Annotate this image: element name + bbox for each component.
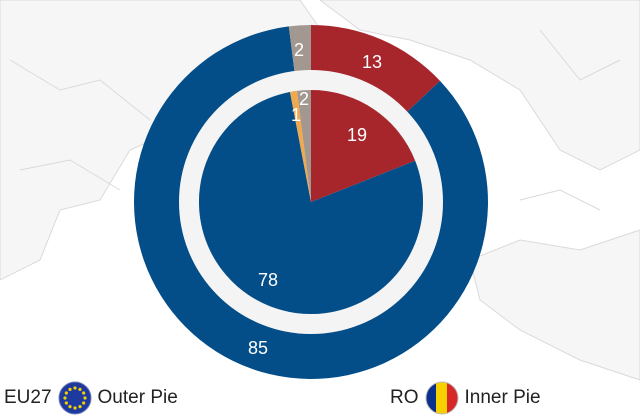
outer-slice-label-2: 2 xyxy=(294,40,304,60)
eu-flag-icon xyxy=(58,381,92,415)
inner-slice-label-2: 1 xyxy=(291,105,301,125)
eu-star-icon xyxy=(81,391,85,395)
legend-inner: RO Inner Pie xyxy=(390,380,541,416)
eu-star-icon xyxy=(72,406,77,410)
eu-star-icon xyxy=(82,396,87,400)
legend-inner-code: RO xyxy=(390,387,419,408)
inner-slice-0 xyxy=(311,90,416,202)
legend-outer: EU27 Outer Pie xyxy=(4,380,178,416)
eu-star-icon xyxy=(67,387,72,391)
eu-star-icon xyxy=(62,396,67,400)
map-land-shape xyxy=(319,0,640,171)
legend-outer-label: Outer Pie xyxy=(97,387,178,408)
eu-star-icon xyxy=(67,405,72,409)
eu-star-icon xyxy=(72,386,77,390)
map-border-line xyxy=(9,29,621,211)
eu-star-icon xyxy=(81,401,85,405)
inner-slice-2 xyxy=(290,90,311,202)
outer-slice-label-1: 85 xyxy=(248,338,268,358)
ring-gap xyxy=(179,70,443,334)
ro-flag-icon xyxy=(425,381,458,415)
legend-inner-label: Inner Pie xyxy=(464,387,541,408)
map-land-shape xyxy=(469,229,640,381)
outer-slice-0 xyxy=(311,25,441,126)
inner-slice-1 xyxy=(199,91,423,315)
eu-star-icon xyxy=(64,401,68,405)
inner-slice-label-3: 2 xyxy=(299,89,309,109)
eu-star-icon xyxy=(77,387,82,391)
eu-star-icon xyxy=(77,405,82,409)
legend-outer-code: EU27 xyxy=(4,387,52,408)
eu-star-icon xyxy=(64,391,68,395)
inner-slice-3 xyxy=(296,90,311,202)
outer-slice-label-0: 13 xyxy=(362,52,382,72)
inner-slice-label-0: 19 xyxy=(347,125,367,145)
inner-ring xyxy=(199,90,423,315)
inner-slice-label-1: 78 xyxy=(258,270,278,290)
